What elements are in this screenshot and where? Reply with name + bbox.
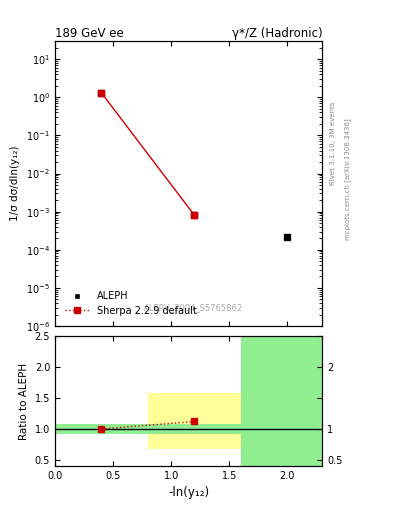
- Text: ALEPH_2004_S5765862: ALEPH_2004_S5765862: [144, 303, 244, 312]
- X-axis label: -ln(y₁₂): -ln(y₁₂): [168, 486, 209, 499]
- Text: γ*/Z (Hadronic): γ*/Z (Hadronic): [231, 27, 322, 40]
- ALEPH: [192, 212, 197, 219]
- Text: Rivet 3.1.10, 3M events: Rivet 3.1.10, 3M events: [330, 102, 336, 185]
- Y-axis label: 1/σ dσ/dln(y₁₂): 1/σ dσ/dln(y₁₂): [10, 146, 20, 221]
- Text: mcplots.cern.ch [arXiv:1306.3436]: mcplots.cern.ch [arXiv:1306.3436]: [344, 118, 351, 240]
- Legend: ALEPH, Sherpa 2.2.9 default: ALEPH, Sherpa 2.2.9 default: [60, 287, 202, 321]
- Line: ALEPH: ALEPH: [98, 90, 291, 240]
- ALEPH: [285, 233, 290, 240]
- Y-axis label: Ratio to ALEPH: Ratio to ALEPH: [19, 362, 29, 440]
- Text: 189 GeV ee: 189 GeV ee: [55, 27, 124, 40]
- ALEPH: [99, 90, 104, 96]
